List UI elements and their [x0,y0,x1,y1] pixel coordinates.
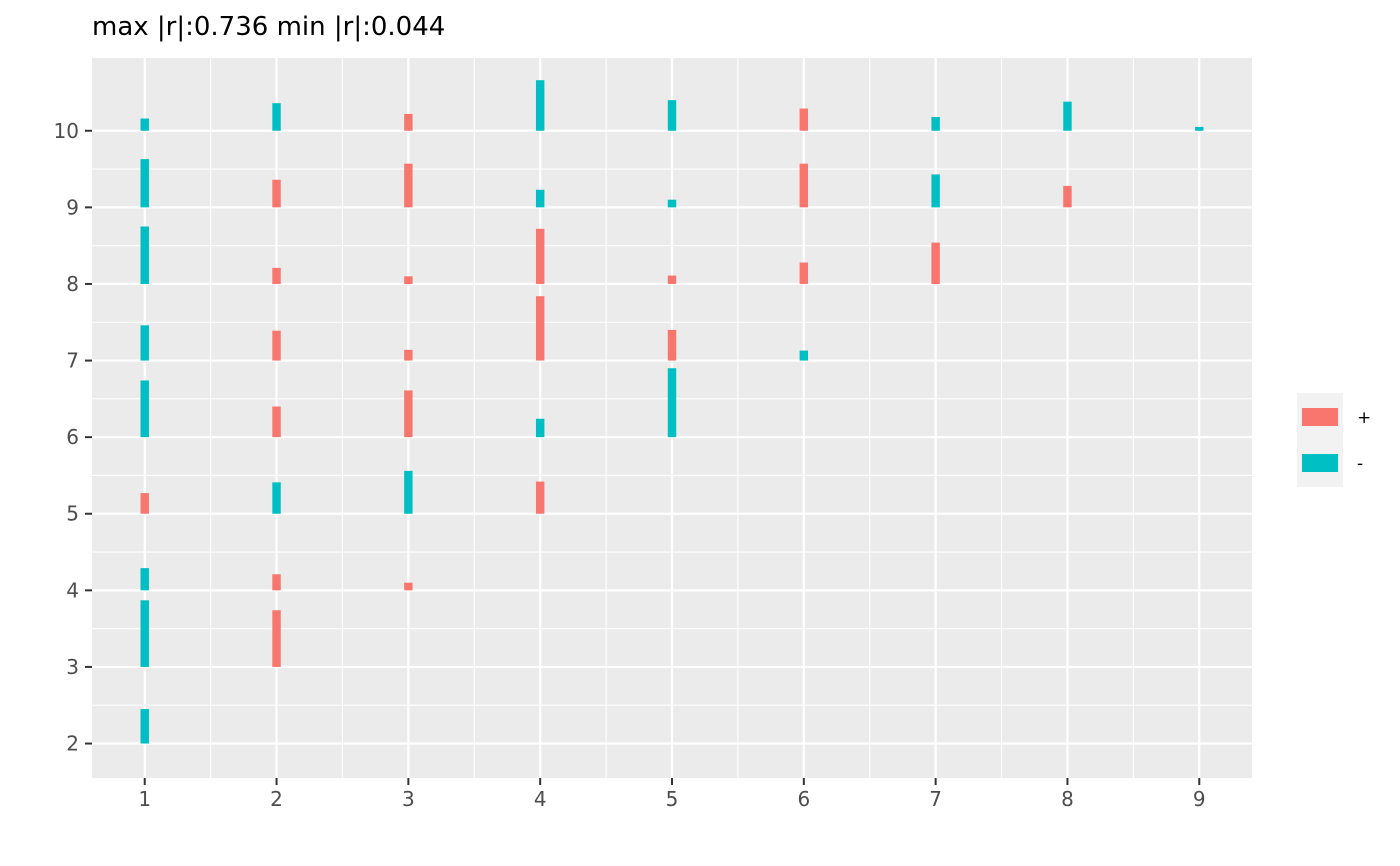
bar-4-5 [535,481,545,514]
bar-2-4 [272,574,281,591]
bar-8-9 [1063,185,1072,208]
bar-2-3 [272,610,281,667]
bar-5-8 [667,275,677,284]
bar-6-8 [799,262,809,284]
bar-3-10 [404,113,413,131]
bar-1-2 [140,709,149,744]
bar-2-7 [272,330,281,361]
x-tick-label: 1 [138,787,151,811]
bar-2-5 [272,482,281,514]
bar-2-9 [272,179,281,208]
y-tick-label: 3 [66,655,79,679]
y-tick-label: 9 [66,195,79,219]
bar-1-4 [140,568,149,591]
bar-7-9 [931,174,940,208]
legend-label-plus: + [1357,408,1371,428]
bar-6-9 [799,163,809,208]
bar-1-8 [140,226,149,284]
bar-6-7 [799,350,809,361]
y-axis: 2 3 4 5 6 7 8 9 10 [54,119,92,756]
bar-1-9 [140,159,149,208]
bar-5-10 [667,100,677,131]
bar-3-5 [404,470,413,514]
bar-2-8 [272,267,281,284]
y-tick-label: 4 [66,578,79,602]
bar-1-6 [140,380,149,438]
bar-4-6 [535,418,545,438]
y-tick-label: 7 [66,349,79,373]
x-tick-label: 3 [402,787,415,811]
bar-3-6 [404,390,413,438]
y-tick-label: 8 [66,272,79,296]
x-tick-label: 8 [1061,787,1074,811]
y-tick-label: 5 [66,502,79,526]
legend-label-minus: - [1357,454,1363,474]
bar-2-10 [272,103,281,131]
bar-5-9 [667,199,677,208]
x-tick-label: 4 [534,787,547,811]
y-tick-label: 10 [54,119,79,143]
bar-5-7 [667,329,677,361]
bar-3-9 [404,163,413,208]
bar-7-10 [931,116,940,131]
x-tick-label: 5 [666,787,679,811]
bar-3-4 [404,582,413,591]
y-tick-label: 2 [66,732,79,756]
legend-key-plus [1302,408,1338,426]
bar-7-8 [931,242,940,284]
bar-1-7 [140,325,149,361]
x-tick-label: 6 [797,787,810,811]
legend: +- [1297,393,1371,487]
bar-4-8 [535,228,545,284]
bar-5-6 [667,368,677,438]
bar-9-10 [1195,126,1204,131]
bar-1-3 [140,600,149,667]
bar-1-10 [140,118,149,131]
bar-3-7 [404,349,413,361]
legend-key-minus [1302,454,1338,472]
y-tick-label: 6 [66,425,79,449]
bar-4-9 [535,189,545,208]
bar-1-5 [140,493,149,514]
chart-title: max |r|:0.736 min |r|:0.044 [92,12,445,42]
bar-3-8 [404,276,413,284]
x-tick-label: 7 [929,787,942,811]
bar-4-10 [535,80,545,131]
bar-6-10 [799,108,809,131]
legend-background [1297,393,1343,487]
x-tick-label: 2 [270,787,283,811]
x-axis: 1 2 3 4 5 6 7 8 9 [138,778,1206,811]
bar-4-7 [535,296,545,361]
x-tick-label: 9 [1193,787,1206,811]
bar-2-6 [272,406,281,438]
bar-8-10 [1063,101,1072,131]
bar-layer [140,80,1204,744]
